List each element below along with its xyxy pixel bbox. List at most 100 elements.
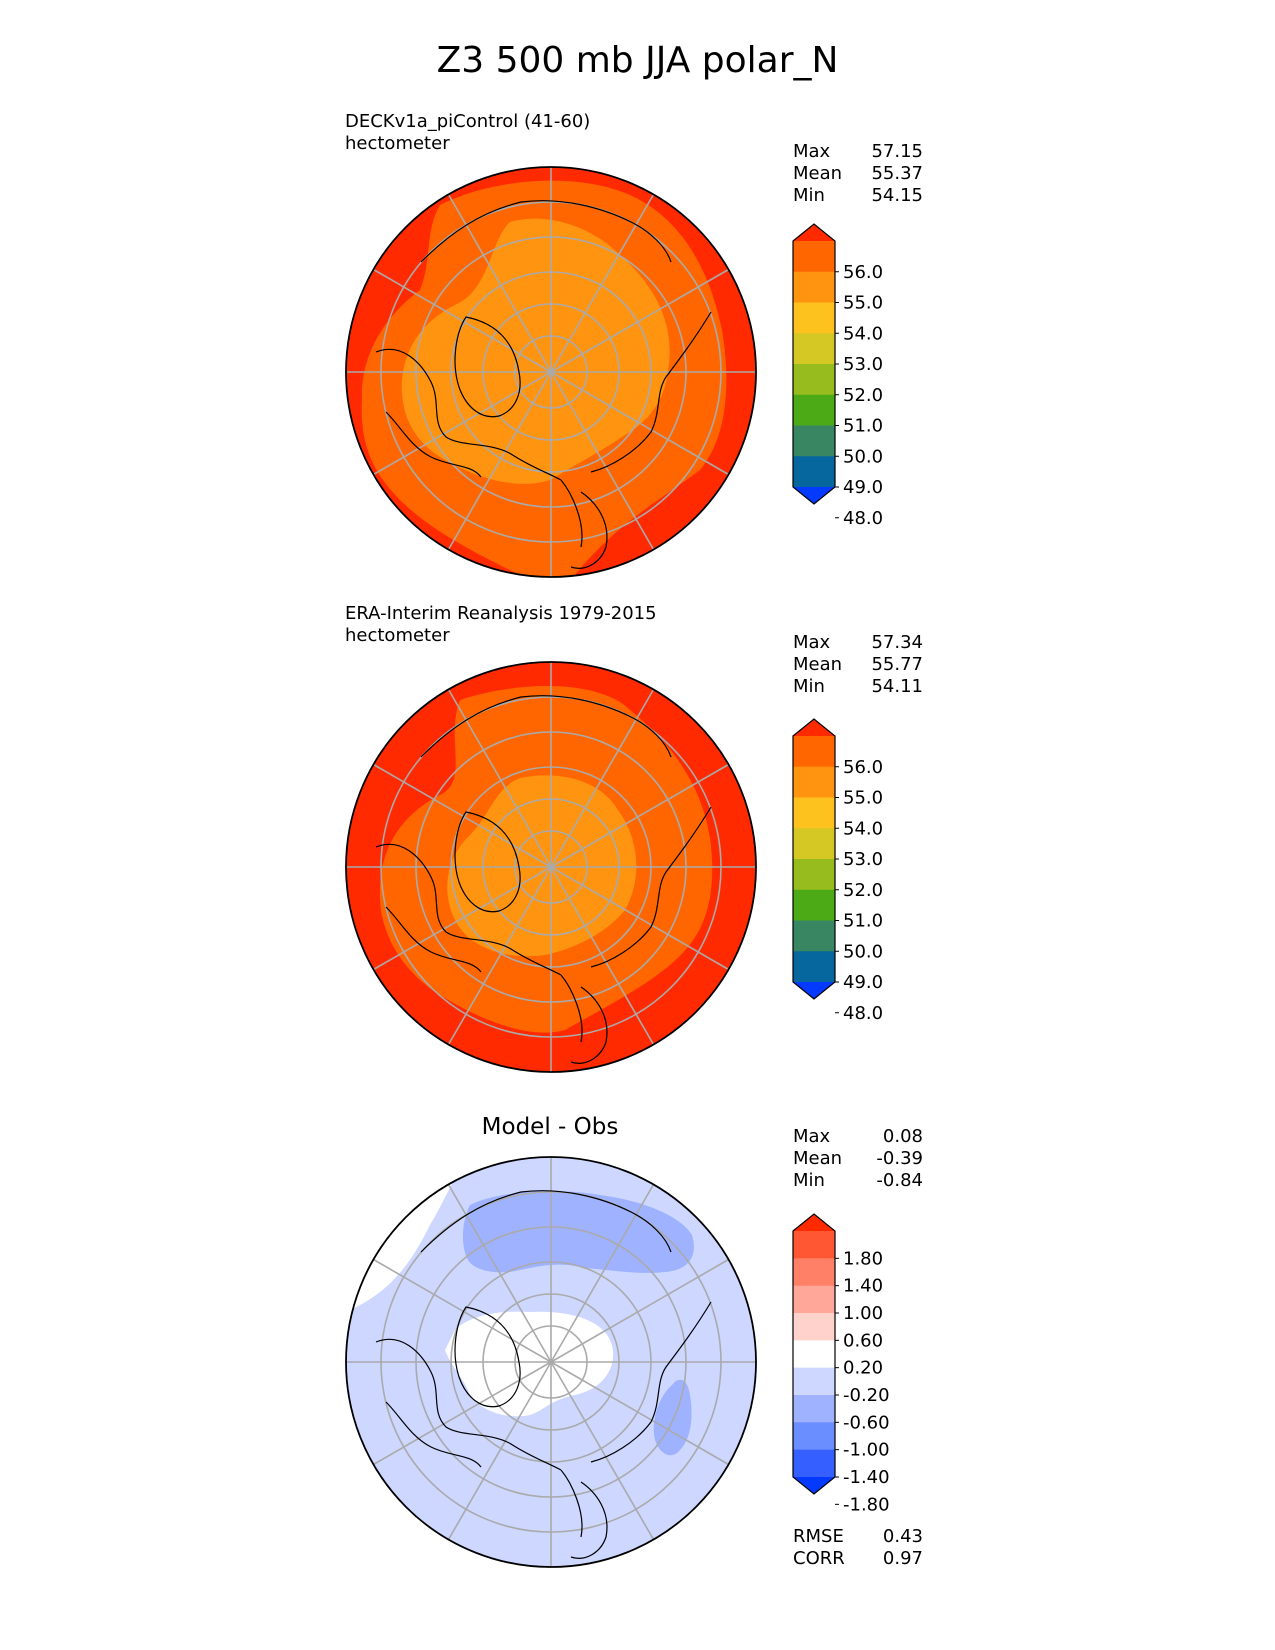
field-level-54 bbox=[401, 218, 670, 484]
colorbar-band bbox=[793, 241, 835, 273]
colorbar-tick-label: 55.0 bbox=[843, 293, 883, 314]
meridian-line bbox=[373, 268, 552, 373]
stat-value: 55.77 bbox=[871, 654, 923, 675]
colorbar-tick-label: 49.0 bbox=[843, 972, 883, 993]
meridian-line bbox=[447, 866, 552, 1045]
stat-row: Mean 55.37 bbox=[793, 163, 923, 185]
field-diff-mid-upper bbox=[462, 1191, 694, 1273]
colorbar-extension-bottom bbox=[793, 487, 835, 504]
coastline bbox=[375, 843, 562, 976]
meridian-line bbox=[447, 194, 552, 373]
stat-value: 54.15 bbox=[871, 185, 923, 206]
coastline bbox=[560, 806, 712, 1043]
coastline bbox=[420, 695, 672, 758]
stat-value: 57.34 bbox=[871, 632, 923, 653]
colorbar-band bbox=[793, 859, 835, 891]
colorbar-band bbox=[793, 456, 835, 488]
meridian-line bbox=[550, 866, 729, 971]
map-overlays bbox=[345, 166, 757, 1568]
coastline bbox=[385, 411, 482, 478]
map-overlay-3 bbox=[345, 1156, 757, 1568]
meridian-line bbox=[550, 866, 655, 1045]
stat-row: Max 57.15 bbox=[793, 141, 923, 163]
coastline bbox=[454, 316, 521, 418]
colorbar-tick-label: -0.60 bbox=[843, 1412, 890, 1433]
colorbar-band bbox=[793, 1367, 835, 1396]
colorbar-tick-label: 52.0 bbox=[843, 385, 883, 406]
colorbar-band bbox=[793, 394, 835, 426]
meridian-line bbox=[550, 1184, 655, 1363]
colorbar-band bbox=[793, 736, 835, 768]
map-outline bbox=[345, 661, 757, 1073]
stat-row: Min 54.15 bbox=[793, 185, 923, 207]
stat-value: 57.15 bbox=[871, 141, 923, 162]
colorbar-band bbox=[793, 425, 835, 457]
stat-value: -0.84 bbox=[876, 1170, 923, 1191]
meridian-line bbox=[550, 1361, 729, 1466]
colorbar-tick-label: 1.00 bbox=[843, 1303, 883, 1324]
colorbar-band bbox=[793, 1313, 835, 1341]
meridian-line bbox=[373, 1361, 552, 1466]
colorbar-tick-label: 53.0 bbox=[843, 849, 883, 870]
colorbar-extension-bottom bbox=[793, 982, 835, 999]
colorbar-tick-label: 56.0 bbox=[843, 757, 883, 778]
colorbar-1: 56.0 55.0 54.0 53.0 52.0 51.0 50.0 49.0 48.0 bbox=[792, 223, 883, 529]
coastline bbox=[420, 1190, 672, 1253]
coastline bbox=[570, 491, 608, 569]
colorbar-band bbox=[793, 1340, 835, 1369]
colorbar-tick-label: 53.0 bbox=[843, 354, 883, 375]
colorbar-tick-label: 51.0 bbox=[843, 911, 883, 932]
panel2-title: ERA-Interim Reanalysis 1979-2015 bbox=[345, 603, 657, 624]
figure-title: Z3 500 mb JJA polar_N bbox=[436, 40, 839, 81]
colorbar-tick-label: 0.20 bbox=[843, 1358, 883, 1379]
colorbar-tick-label: -1.40 bbox=[843, 1467, 890, 1488]
colorbar-tick-label: 55.0 bbox=[843, 788, 883, 809]
coastline bbox=[454, 1306, 521, 1408]
meridian-line bbox=[373, 1258, 552, 1363]
colorbar-tick-label: 56.0 bbox=[843, 262, 883, 283]
stat-label: Max bbox=[793, 1126, 831, 1147]
colorbar-tick-label: 54.0 bbox=[843, 818, 883, 839]
meridian-line bbox=[550, 763, 729, 868]
stat-row: Mean -0.39 bbox=[793, 1148, 923, 1170]
metric-label: RMSE bbox=[793, 1526, 844, 1547]
colorbar-band bbox=[793, 271, 835, 303]
colorbar-band bbox=[793, 920, 835, 952]
stat-value: 54.11 bbox=[871, 676, 923, 697]
colorbar-band bbox=[793, 302, 835, 334]
stat-row: Min -0.84 bbox=[793, 1170, 923, 1192]
panel1-title: DECKv1a_piControl (41-60) bbox=[345, 111, 591, 132]
stat-label: Mean bbox=[793, 163, 843, 184]
coastline bbox=[570, 1481, 608, 1559]
colorbar-tick-label: 54.0 bbox=[843, 323, 883, 344]
colorbar-band bbox=[793, 951, 835, 983]
colorbar-band bbox=[793, 797, 835, 829]
map-overlay-1 bbox=[345, 166, 757, 578]
colorbar-tick-label: -1.00 bbox=[843, 1440, 890, 1461]
metric-row: RMSE 0.43 bbox=[793, 1526, 923, 1548]
coastline bbox=[385, 906, 482, 973]
meridian-line bbox=[447, 1361, 552, 1540]
colorbar-extension-bottom bbox=[793, 1477, 835, 1494]
colorbar-2: 56.0 55.0 54.0 53.0 52.0 51.0 50.0 49.0 48.0 bbox=[792, 718, 883, 1024]
panel3-stats: Max 0.08 Mean -0.39 Min -0.84 bbox=[793, 1126, 923, 1192]
coastline bbox=[420, 200, 672, 263]
colorbar-tick-label: 1.40 bbox=[843, 1276, 883, 1297]
meridian-line bbox=[447, 1184, 552, 1363]
stat-label: Mean bbox=[793, 654, 843, 675]
coastline bbox=[560, 311, 712, 548]
colorbar-band bbox=[793, 828, 835, 860]
colorbar-band bbox=[793, 889, 835, 921]
colorbar-band bbox=[793, 1422, 835, 1451]
stat-label: Min bbox=[793, 676, 825, 697]
colorbar-extension-top bbox=[793, 719, 835, 736]
panel3-metrics: RMSE 0.43 CORR 0.97 bbox=[793, 1526, 923, 1570]
meridian-line bbox=[550, 371, 655, 550]
coastline bbox=[560, 1301, 712, 1538]
colorbar-extension-top bbox=[793, 224, 835, 241]
stat-row: Min 54.11 bbox=[793, 676, 923, 698]
colorbar-tick-label: 52.0 bbox=[843, 880, 883, 901]
colorbar-tick-label: -1.80 bbox=[843, 1494, 890, 1515]
panel1-units: hectometer bbox=[345, 133, 450, 154]
metric-row: CORR 0.97 bbox=[793, 1548, 923, 1570]
